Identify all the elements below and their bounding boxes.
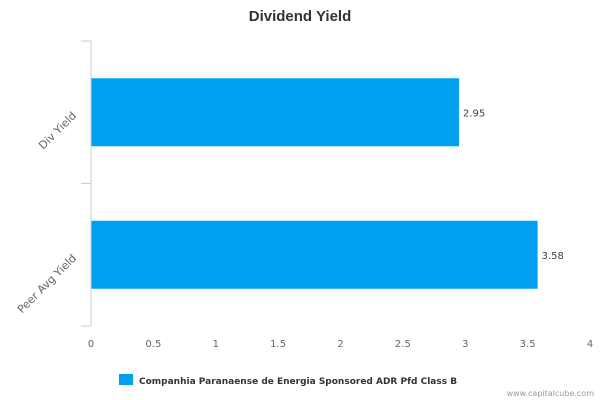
- legend[interactable]: Companhia Paranaense de Energia Sponsore…: [119, 374, 457, 387]
- x-tick-label: 2: [337, 339, 343, 350]
- x-tick-label: 1.5: [270, 339, 286, 350]
- x-tick-label: 0.5: [145, 339, 161, 350]
- legend-label[interactable]: Companhia Paranaense de Energia Sponsore…: [139, 377, 457, 387]
- bar-div-yield[interactable]: [91, 78, 460, 147]
- x-tick-label: 2.5: [395, 339, 411, 350]
- x-tick-label: 3.5: [520, 339, 536, 350]
- plot-area: 2.95 3.58: [91, 78, 564, 289]
- bar-value-label: 2.95: [463, 108, 485, 119]
- x-tick-label: 4: [587, 339, 593, 350]
- y-axis: Div Yield Peer Avg Yield: [15, 40, 92, 327]
- x-tick-label: 1: [213, 339, 219, 350]
- credit-text: www.capitalcube.com: [507, 389, 595, 398]
- category-label: Peer Avg Yield: [15, 252, 79, 316]
- bar-value-label: 3.58: [542, 251, 564, 262]
- category-label: Div Yield: [36, 109, 79, 152]
- x-axis: 0 0.5 1 1.5 2 2.5 3 3.5 4: [88, 339, 593, 350]
- chart-title: Dividend Yield: [249, 8, 352, 25]
- legend-swatch[interactable]: [119, 374, 133, 385]
- bar-peer-avg-yield[interactable]: [91, 220, 538, 289]
- x-tick-label: 0: [88, 339, 94, 350]
- x-tick-label: 3: [462, 339, 468, 350]
